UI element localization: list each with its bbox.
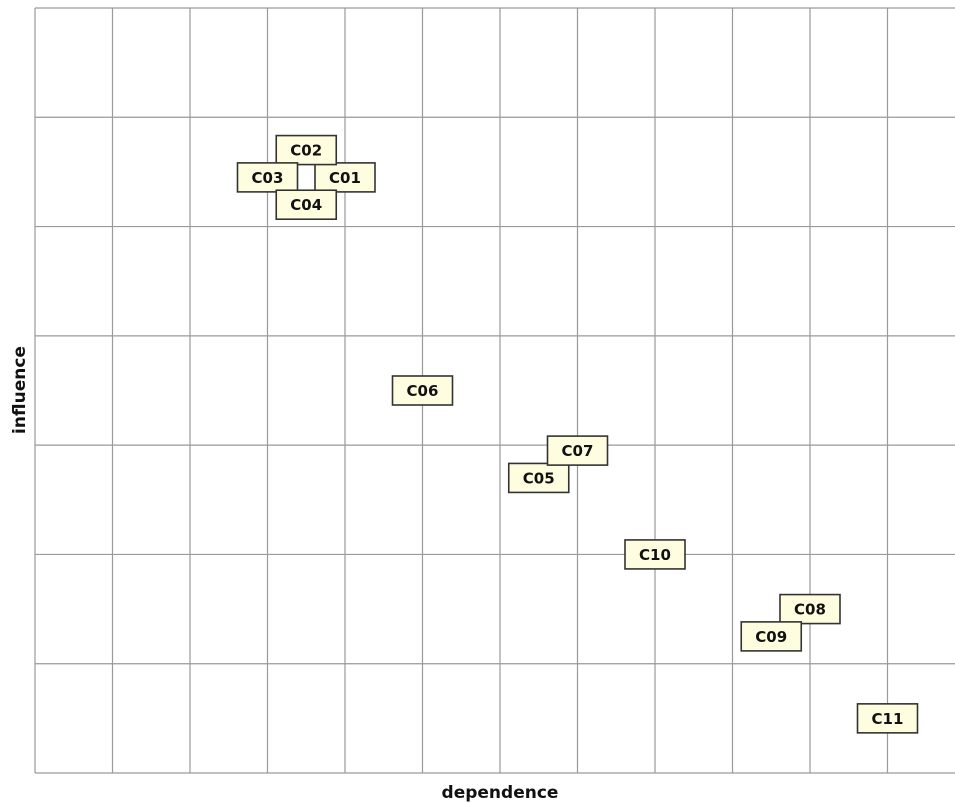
point-label: C02 [290, 142, 322, 160]
point-label: C06 [407, 382, 439, 400]
point-marker [236, 162, 299, 193]
point-label: C10 [639, 546, 671, 564]
point-label: C09 [755, 628, 787, 646]
point-label: C03 [252, 169, 284, 187]
point-label: C07 [562, 442, 594, 460]
point-marker [740, 621, 803, 652]
point-c02: C02 [275, 134, 338, 166]
point-marker [856, 703, 919, 734]
point-label: C05 [523, 469, 555, 487]
point-c01: C01 [314, 162, 376, 193]
point-c07: C07 [546, 435, 609, 466]
point-marker [275, 134, 338, 166]
point-c04: C04 [275, 189, 338, 221]
point-c08: C08 [779, 593, 841, 625]
point-label: C11 [872, 710, 904, 728]
x-axis-label: dependence [442, 783, 559, 803]
point-label: C08 [794, 601, 826, 619]
point-c10: C10 [624, 539, 686, 570]
point-marker [624, 539, 686, 570]
point-marker [779, 593, 841, 625]
point-label: C04 [290, 196, 322, 214]
point-c06: C06 [391, 375, 454, 406]
point-c11: C11 [856, 703, 919, 734]
point-marker [275, 189, 338, 221]
point-marker [391, 375, 454, 406]
point-marker [546, 435, 609, 466]
points-layer: C01 C02 C03 C04 C05 C06 C07 C08 C09 C10 C11 [236, 134, 919, 734]
y-axis-label: influence [10, 346, 30, 434]
point-c09: C09 [740, 621, 803, 652]
grid [34, 7, 955, 774]
point-c03: C03 [236, 162, 299, 193]
point-c05: C05 [507, 462, 570, 494]
point-marker [507, 462, 570, 494]
point-label: C01 [329, 169, 361, 187]
point-marker [314, 162, 376, 193]
